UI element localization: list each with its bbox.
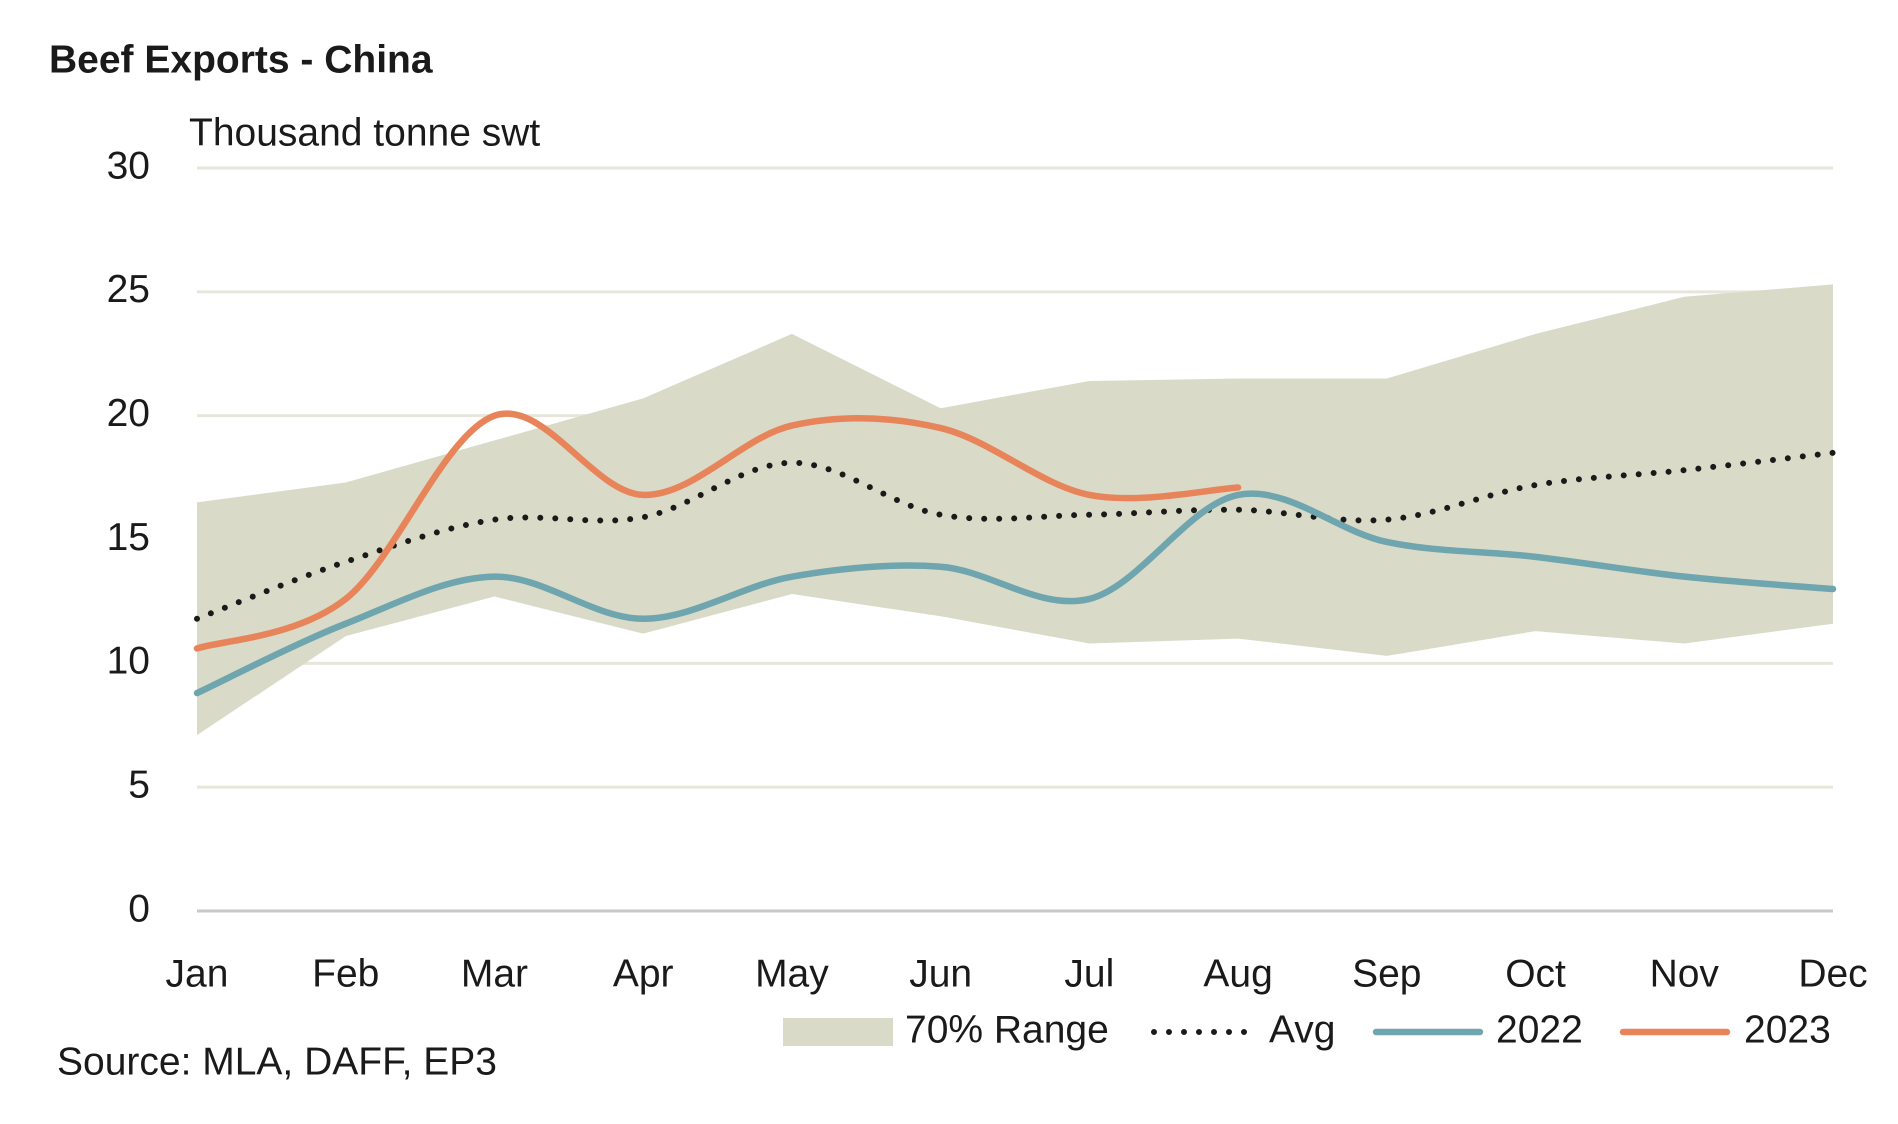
axis-unit: Thousand tonne swt xyxy=(189,111,540,154)
legend-label: 70% Range xyxy=(905,1008,1109,1051)
x-tick-label: Jul xyxy=(1064,952,1114,995)
x-tick-label: Aug xyxy=(1203,952,1272,995)
x-tick-label: Nov xyxy=(1650,952,1720,995)
legend-label: 2022 xyxy=(1496,1008,1583,1051)
legend-swatch xyxy=(783,1018,893,1046)
x-tick-label: Sep xyxy=(1352,952,1421,995)
y-tick-label: 30 xyxy=(107,144,150,187)
y-tick-label: 25 xyxy=(107,268,150,311)
source-note: Source: MLA, DAFF, EP3 xyxy=(57,1040,497,1083)
x-tick-label: Oct xyxy=(1505,952,1566,995)
y-tick-label: 20 xyxy=(107,392,150,435)
legend-label: 2023 xyxy=(1744,1008,1831,1051)
y-tick-label: 5 xyxy=(128,763,150,806)
y-tick-label: 15 xyxy=(107,516,150,559)
series-line xyxy=(193,410,1242,652)
series-line xyxy=(194,449,1836,622)
x-tick-label: Jan xyxy=(166,952,229,995)
chart-title: Beef Exports - China xyxy=(49,38,433,81)
x-tick-label: Feb xyxy=(312,952,379,995)
x-tick-label: Jun xyxy=(909,952,972,995)
x-tick-label: Dec xyxy=(1798,952,1867,995)
x-tick-label: Mar xyxy=(461,952,528,995)
range-band xyxy=(197,284,1833,736)
series-line xyxy=(193,490,1837,697)
x-tick-label: May xyxy=(755,952,829,995)
legend-label: Avg xyxy=(1269,1008,1336,1051)
x-tick-label: Apr xyxy=(613,952,674,995)
y-tick-label: 10 xyxy=(107,640,150,683)
y-tick-label: 0 xyxy=(128,887,150,930)
